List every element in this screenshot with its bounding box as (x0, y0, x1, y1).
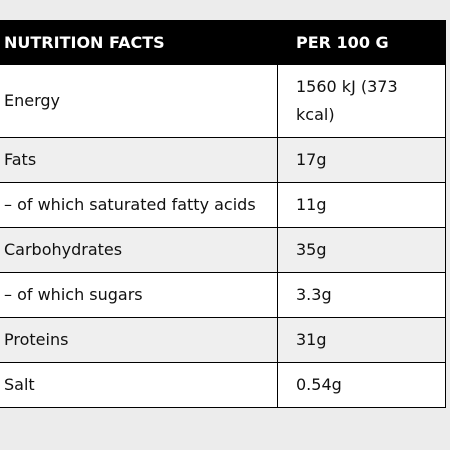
table-row: Carbohydrates 35g (0, 227, 446, 273)
header-cell: PER 100 G (277, 20, 446, 65)
nutrient-name: Proteins (0, 317, 278, 363)
table-row: Proteins 31g (0, 317, 446, 363)
nutrient-name: Carbohydrates (0, 227, 278, 273)
table-row: Salt 0.54g (0, 362, 446, 408)
header-row: NUTRITION FACTS PER 100 G (0, 20, 446, 65)
nutrient-value: 35g (277, 227, 446, 273)
nutrient-name: Energy (0, 64, 278, 138)
nutrition-table: NUTRITION FACTS PER 100 G Energy 1560 kJ … (0, 20, 446, 408)
table-row: Fats 17g (0, 137, 446, 183)
table-row: – of which sugars 3.3g (0, 272, 446, 318)
nutrient-value: 0.54g (277, 362, 446, 408)
nutrient-value: 31g (277, 317, 446, 363)
nutrient-name: – of which saturated fatty acids (0, 182, 278, 228)
nutrient-value: 3.3g (277, 272, 446, 318)
nutrient-name: Fats (0, 137, 278, 183)
nutrient-value: 1560 kJ (373 kcal) (277, 64, 446, 138)
table-body: Energy 1560 kJ (373 kcal) Fats 17g – of whic… (0, 64, 446, 408)
header-cell: NUTRITION FACTS (0, 20, 278, 65)
nutrient-value: 17g (277, 137, 446, 183)
table-row: – of which saturated fatty acids 11g (0, 182, 446, 228)
nutrient-value: 11g (277, 182, 446, 228)
nutrient-name: Salt (0, 362, 278, 408)
nutrient-name: – of which sugars (0, 272, 278, 318)
table-row: Energy 1560 kJ (373 kcal) (0, 64, 446, 138)
